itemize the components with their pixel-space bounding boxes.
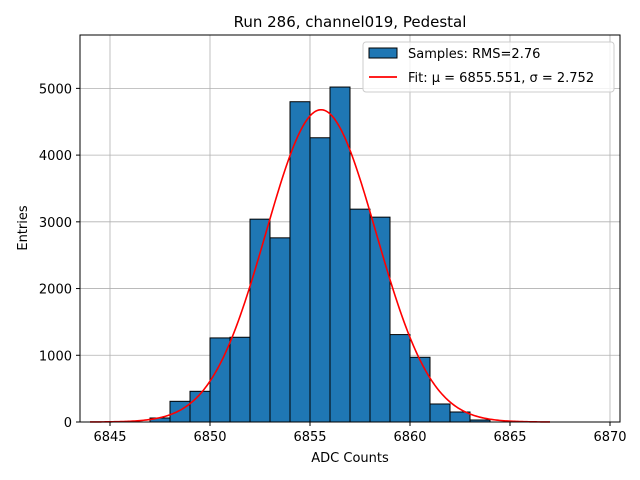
y-tick-label: 4000 bbox=[39, 149, 72, 164]
histogram-bar bbox=[389, 334, 411, 423]
y-tick-label: 2000 bbox=[39, 283, 72, 298]
histogram-bar bbox=[349, 208, 371, 423]
histogram-bars bbox=[149, 86, 491, 423]
plot-frame bbox=[79, 34, 621, 423]
y-tick-label: 1000 bbox=[39, 349, 72, 364]
y-tick-label: 5000 bbox=[39, 82, 72, 97]
y-tick-label: 0 bbox=[64, 416, 72, 431]
fit-curve-layer bbox=[90, 108, 551, 423]
histogram-bar bbox=[409, 356, 431, 423]
histogram-bar bbox=[169, 400, 191, 423]
y-axis-label: Entries bbox=[16, 205, 31, 251]
fit-curve bbox=[90, 108, 551, 423]
histogram-bar bbox=[329, 86, 351, 423]
histogram-bar bbox=[189, 390, 211, 423]
histogram-bar bbox=[309, 137, 331, 423]
x-axis-ticks: 6845 6850 6855 6860 6865 6870 bbox=[93, 422, 627, 445]
legend-samples-swatch bbox=[368, 47, 398, 59]
y-tick-label: 3000 bbox=[39, 216, 72, 231]
legend: Samples: RMS=2.76 Fit: μ = 6855.551, σ =… bbox=[362, 41, 615, 93]
x-tick-label: 6855 bbox=[293, 430, 326, 445]
chart-title: Run 286, channel019, Pedestal bbox=[234, 13, 467, 31]
x-tick-label: 6860 bbox=[393, 430, 426, 445]
histogram-bar bbox=[429, 403, 451, 423]
legend-box bbox=[362, 41, 615, 93]
x-tick-label: 6845 bbox=[93, 430, 126, 445]
histogram-bar bbox=[249, 218, 271, 423]
histogram-bar bbox=[229, 336, 251, 423]
x-tick-label: 6870 bbox=[593, 430, 626, 445]
x-tick-label: 6850 bbox=[193, 430, 226, 445]
legend-samples-label: Samples: RMS=2.76 bbox=[408, 47, 540, 62]
histogram-bar bbox=[269, 237, 291, 423]
y-axis-ticks: 0 1000 2000 3000 4000 5000 bbox=[39, 82, 80, 431]
x-axis-label: ADC Counts bbox=[311, 451, 389, 466]
legend-fit-label: Fit: μ = 6855.551, σ = 2.752 bbox=[408, 71, 594, 86]
x-tick-label: 6865 bbox=[493, 430, 526, 445]
